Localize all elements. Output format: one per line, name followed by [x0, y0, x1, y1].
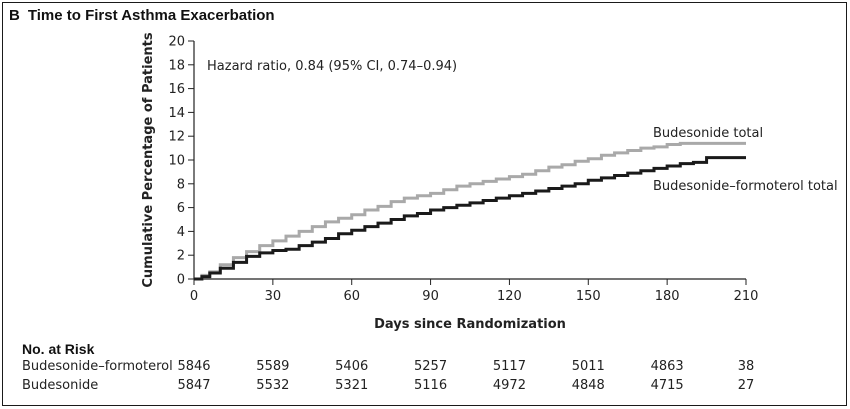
panel-title: B Time to First Asthma Exacerbation [9, 7, 275, 24]
chart-series [194, 141, 746, 281]
x-tick-label: 120 [497, 289, 522, 304]
risk-cell: 5011 [571, 359, 605, 374]
risk-cell: 38 [737, 359, 755, 374]
y-tick-label: 0 [177, 273, 185, 288]
y-tick-label: 2 [177, 249, 185, 264]
y-tick-label: 4 [177, 225, 185, 240]
risk-cell: 4715 [650, 378, 684, 393]
risk-row: Budesonide–formoterol 5846 5589 5406 5257 511… [0, 359, 850, 377]
y-axis-label: Cumulative Percentage of Patients [141, 32, 156, 288]
x-tick-label: 0 [190, 289, 198, 304]
risk-row: Budesonide 5847 5532 5321 5116 4972 4848 4715 27 [0, 378, 850, 396]
panel-letter: B [9, 7, 20, 24]
x-tick-label: 150 [576, 289, 601, 304]
series-line-budesonide-formoterol [194, 156, 746, 281]
y-tick-label: 8 [177, 177, 185, 192]
risk-cell: 4848 [571, 378, 605, 393]
y-tick-label: 14 [168, 106, 185, 121]
risk-cell: 5406 [335, 359, 369, 374]
risk-cell: 5847 [177, 378, 211, 393]
y-tick-label: 10 [168, 154, 185, 169]
x-tick-label: 90 [422, 289, 439, 304]
risk-cell: 5257 [414, 359, 448, 374]
y-tick-label: 20 [168, 35, 185, 50]
y-tick-label: 12 [168, 130, 185, 145]
x-tick-label: 30 [265, 289, 282, 304]
risk-cell: 5116 [414, 378, 448, 393]
chart-ticks: 0 2 4 6 8 10 12 14 16 18 20 0 30 60 90 120 150 180 210 [168, 35, 758, 305]
y-tick-label: 6 [177, 201, 185, 216]
series-line-budesonide [194, 141, 746, 281]
x-tick-label: 210 [734, 289, 759, 304]
risk-cell: 5321 [335, 378, 369, 393]
series-label-budesonide: Budesonide total [653, 126, 763, 141]
risk-row-label: Budesonide [22, 378, 99, 393]
km-chart: 0 2 4 6 8 10 12 14 16 18 20 0 30 60 90 120 150 180 210 Haz… [141, 32, 838, 332]
risk-cell: 4972 [492, 378, 526, 393]
x-tick-label: 180 [655, 289, 680, 304]
risk-cell: 5846 [177, 359, 211, 374]
risk-row-label: Budesonide–formoterol [22, 359, 173, 374]
chart-axes [193, 41, 746, 280]
risk-cell: 5532 [256, 378, 290, 393]
x-tick-label: 60 [343, 289, 360, 304]
risk-cell: 5589 [256, 359, 290, 374]
series-label-budesonide-formoterol: Budesonide–formoterol total [653, 179, 838, 194]
hazard-ratio-annotation: Hazard ratio, 0.84 (95% CI, 0.74–0.94) [207, 59, 457, 74]
risk-table-heading: No. at Risk [22, 341, 95, 357]
panel-title-text: Time to First Asthma Exacerbation [27, 7, 275, 24]
y-tick-label: 16 [168, 82, 185, 97]
risk-cell: 27 [737, 378, 755, 393]
y-tick-label: 18 [168, 58, 185, 73]
risk-cell: 5117 [492, 359, 526, 374]
risk-cell: 4863 [650, 359, 684, 374]
x-axis-label: Days since Randomization [374, 317, 566, 332]
